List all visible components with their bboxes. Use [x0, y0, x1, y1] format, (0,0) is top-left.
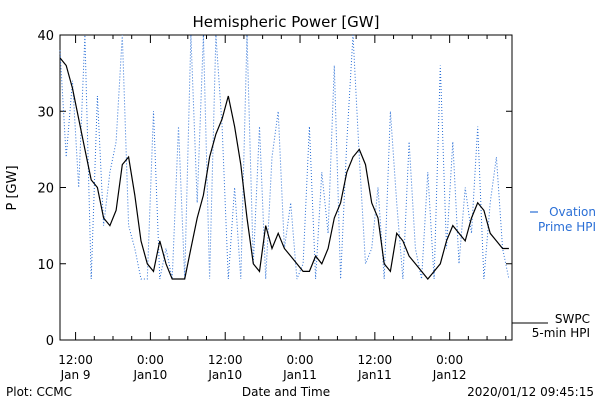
plot-credit: Plot: CCMC [6, 385, 72, 399]
y-tick-label: 20 [37, 182, 54, 197]
x-tick-label-date: Jan10 [133, 368, 168, 382]
x-tick-label-time: 12:00 [58, 353, 93, 367]
y-axis-label: P [GW] [5, 165, 20, 210]
y-tick-label: 0 [46, 334, 54, 349]
x-tick-label-time: 12:00 [358, 353, 393, 367]
x-tick-label-time: 0:00 [287, 353, 314, 367]
series-layer [59, 34, 510, 280]
x-tick-label-date: Jan11 [282, 368, 317, 382]
x-tick-label-time: 0:00 [436, 353, 463, 367]
x-tick-label-time: 12:00 [208, 353, 243, 367]
legend-ovation-line2: Prime HPI [538, 220, 596, 234]
chart-title: Hemispheric Power [GW] [193, 13, 380, 31]
x-tick-label-date: Jan 9 [60, 368, 91, 382]
x-axis-label: Date and Time [242, 385, 330, 399]
x-tick-label-date: Jan12 [432, 368, 467, 382]
ovation-prime-hpi-series-line [59, 34, 510, 280]
legend-swpc-line2: 5-min HPI [532, 326, 590, 340]
plot-timestamp: 2020/01/12 09:45:15 [467, 385, 594, 399]
swpc-5-min-hpi-series-line [59, 57, 509, 280]
y-tick-label: 40 [37, 29, 54, 44]
legend-ovation-line1: Ovation [549, 205, 596, 219]
y-tick-label: 10 [37, 258, 54, 273]
legend-swpc-line1: SWPC [555, 312, 590, 326]
x-tick-label-time: 0:00 [137, 353, 164, 367]
y-tick-label: 30 [37, 105, 54, 120]
x-tick-label-date: Jan11 [357, 368, 392, 382]
y-axis: 0 10 20 30 40 [37, 29, 512, 349]
x-tick-label-date: Jan10 [207, 368, 242, 382]
